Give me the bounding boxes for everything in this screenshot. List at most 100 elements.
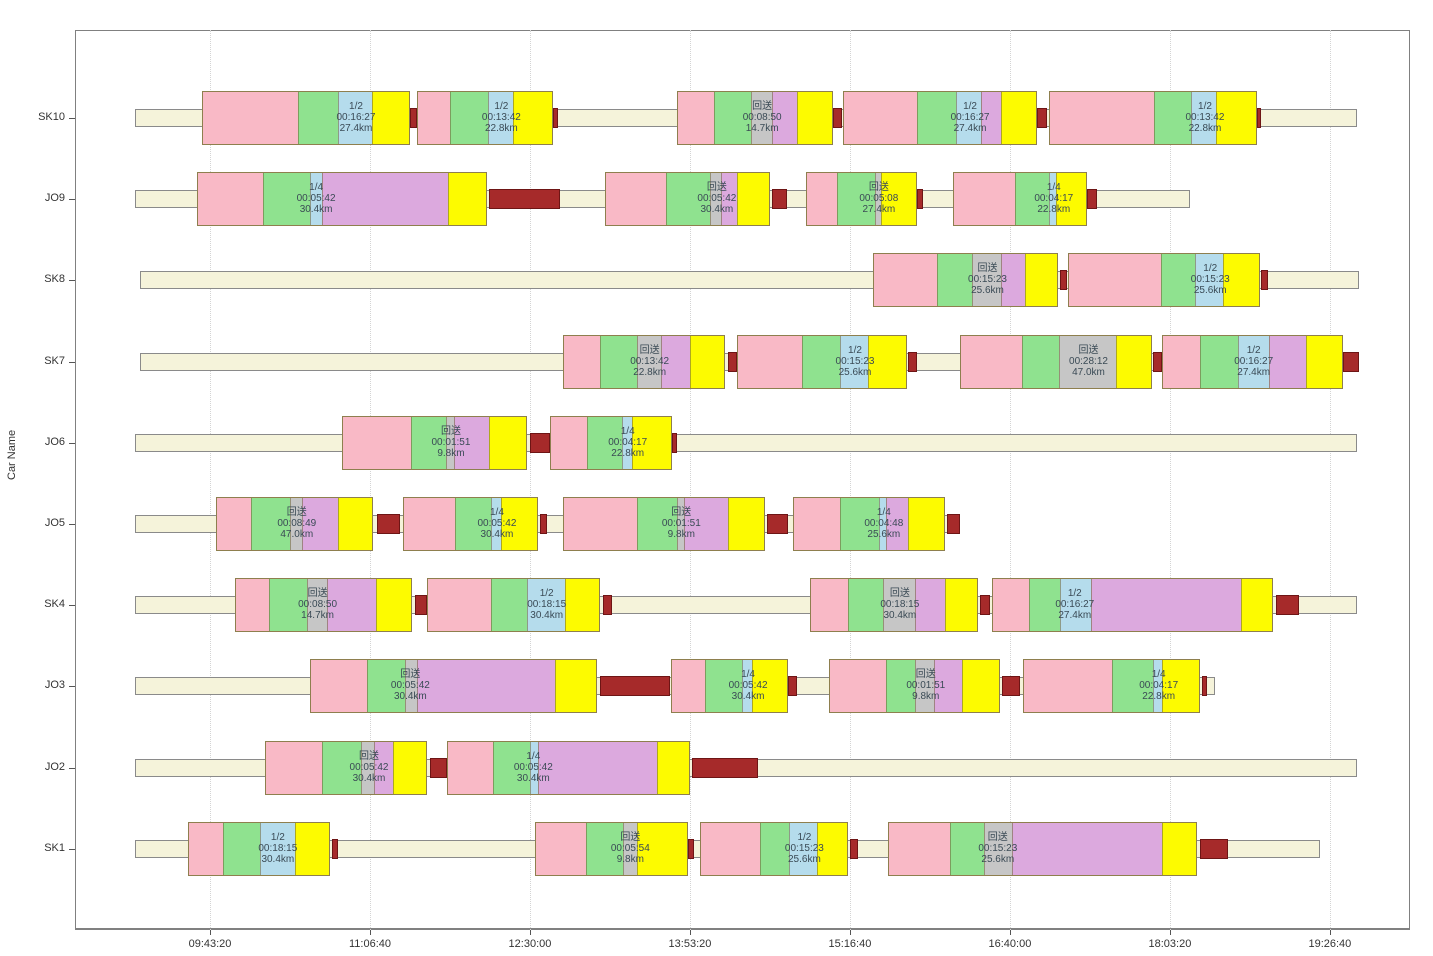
trip-segment-blue [955,92,982,144]
trip-segment-blue [742,660,753,713]
trip-segment-pink [738,335,803,388]
trip-block [670,659,788,714]
trip-segment-pink [844,92,918,144]
y-tick-mark [69,199,75,201]
x-tick-mark [370,930,371,935]
trip-block [187,821,330,876]
x-tick-mark [529,930,531,935]
x-tick-label: 12:30:00 [508,938,552,950]
trip-segment-green [636,498,677,550]
trip-segment-purple [981,92,1002,144]
trip-block [235,578,413,633]
stop-segment [331,838,338,859]
trip-segment-pink [1068,254,1161,307]
trip-segment-pink [678,92,715,144]
y-tick-label: JO6 [44,435,65,448]
trip-segment-gray [1059,335,1117,388]
trip-segment-green [1022,335,1060,388]
trip-segment-green [666,173,710,226]
x-gridline [1329,30,1331,930]
x-tick-label: 18:03:20 [1148,938,1192,950]
trip-segment-pink [605,173,667,226]
stop-segment [850,838,859,859]
trip-block [843,91,1037,145]
trip-segment-purple [1012,822,1162,875]
trip-segment-green [493,741,530,794]
y-tick-label: SK8 [44,273,65,286]
trip-segment-blue [490,498,501,550]
trip-segment-green [836,173,875,226]
y-tick-mark [69,361,75,363]
trip-segment-purple [720,173,738,226]
trip-segment-pink [198,173,264,226]
trip-segment-pink [428,579,491,632]
trip-segment-yellow [817,822,847,875]
trip-segment-yellow [1001,92,1036,144]
trip-segment-pink [874,254,937,307]
stop-segment [376,514,400,534]
trip-segment-green [600,335,637,388]
trip-segment-blue [1152,660,1163,713]
trip-block [809,578,979,633]
x-tick-label: 16:40:00 [988,938,1032,950]
x-gridline [689,30,691,930]
trip-segment-yellow [513,92,553,144]
trip-segment-gray [360,741,375,794]
trip-segment-gray [971,254,1002,307]
trip-block [829,659,1000,714]
trip-segment-blue [338,92,372,144]
trip-segment-gray [290,498,302,550]
x-gridline [370,30,371,930]
trip-segment-green [759,822,790,875]
stop-segment [917,189,923,210]
trip-segment-yellow [488,416,526,469]
trip-segment-green [410,416,446,469]
trip-block [888,821,1197,876]
stop-segment [980,595,990,616]
trip-segment-green [1200,335,1238,388]
trip-segment-blue [488,92,514,144]
stop-segment [907,351,917,372]
trip-segment-pink [992,579,1029,632]
trip-block [417,91,553,145]
trip-segment-yellow [337,498,373,550]
trip-segment-pink [236,579,269,632]
x-tick-label: 13:53:20 [668,938,712,950]
x-tick-mark [210,930,212,935]
trip-segment-blue [526,579,565,632]
x-tick-mark [849,930,851,935]
trip-segment-blue [1059,579,1092,632]
trip-segment-green [586,416,622,469]
trip-segment-purple [327,579,377,632]
trip-segment-green [840,498,880,550]
stop-segment [1036,108,1048,128]
x-tick-mark [1169,930,1171,935]
trip-block [952,172,1088,227]
stop-segment [553,108,558,128]
trip-segment-pink [564,498,637,550]
trip-segment-purple [1268,335,1307,388]
trip-segment-blue [879,498,887,550]
trip-segment-gray [710,173,721,226]
trip-segment-yellow [961,660,999,713]
trip-segment-yellow [907,498,944,550]
trip-segment-gray [883,579,916,632]
stop-segment [1201,676,1208,697]
trip-segment-gray [751,92,772,144]
trip-segment-pink [1050,92,1154,144]
trip-block [549,415,672,470]
trip-block [677,91,833,145]
trip-segment-gray [307,579,328,632]
y-tick-label: SK4 [44,598,65,611]
trip-segment-pink [535,822,586,875]
trip-segment-yellow [796,92,832,144]
x-tick-label: 19:26:40 [1308,938,1352,950]
trip-segment-blue [309,173,323,226]
trip-segment-green [886,660,916,713]
trip-segment-yellow [1116,335,1151,388]
trip-block [563,497,765,551]
trip-block [1022,659,1201,714]
plot-area [75,30,1410,930]
trip-segment-green [268,579,308,632]
stop-segment [728,351,738,372]
